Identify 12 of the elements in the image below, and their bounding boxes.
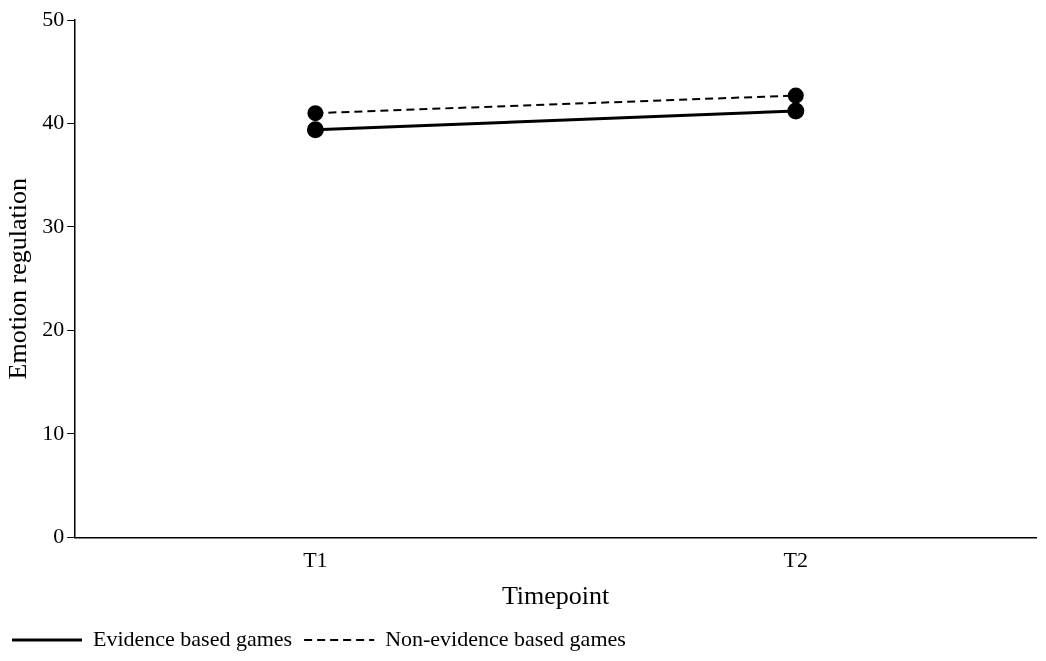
x-tick-label: T2 [783, 547, 809, 573]
y-tick-label: 40 [42, 109, 65, 135]
legend-label: Non-evidence based games [385, 625, 626, 651]
y-tick-label: 50 [42, 5, 65, 31]
y-axis-title: Emotion regulation [3, 177, 33, 380]
x-axis-title: Timepoint [501, 581, 611, 611]
legend-label: Evidence based games [93, 625, 293, 651]
x-tick-label: T1 [303, 547, 328, 573]
y-tick-label: 10 [42, 419, 65, 445]
y-tick-label: 0 [53, 523, 65, 549]
y-tick-label: 20 [42, 316, 65, 342]
y-tick-label: 30 [42, 212, 65, 238]
